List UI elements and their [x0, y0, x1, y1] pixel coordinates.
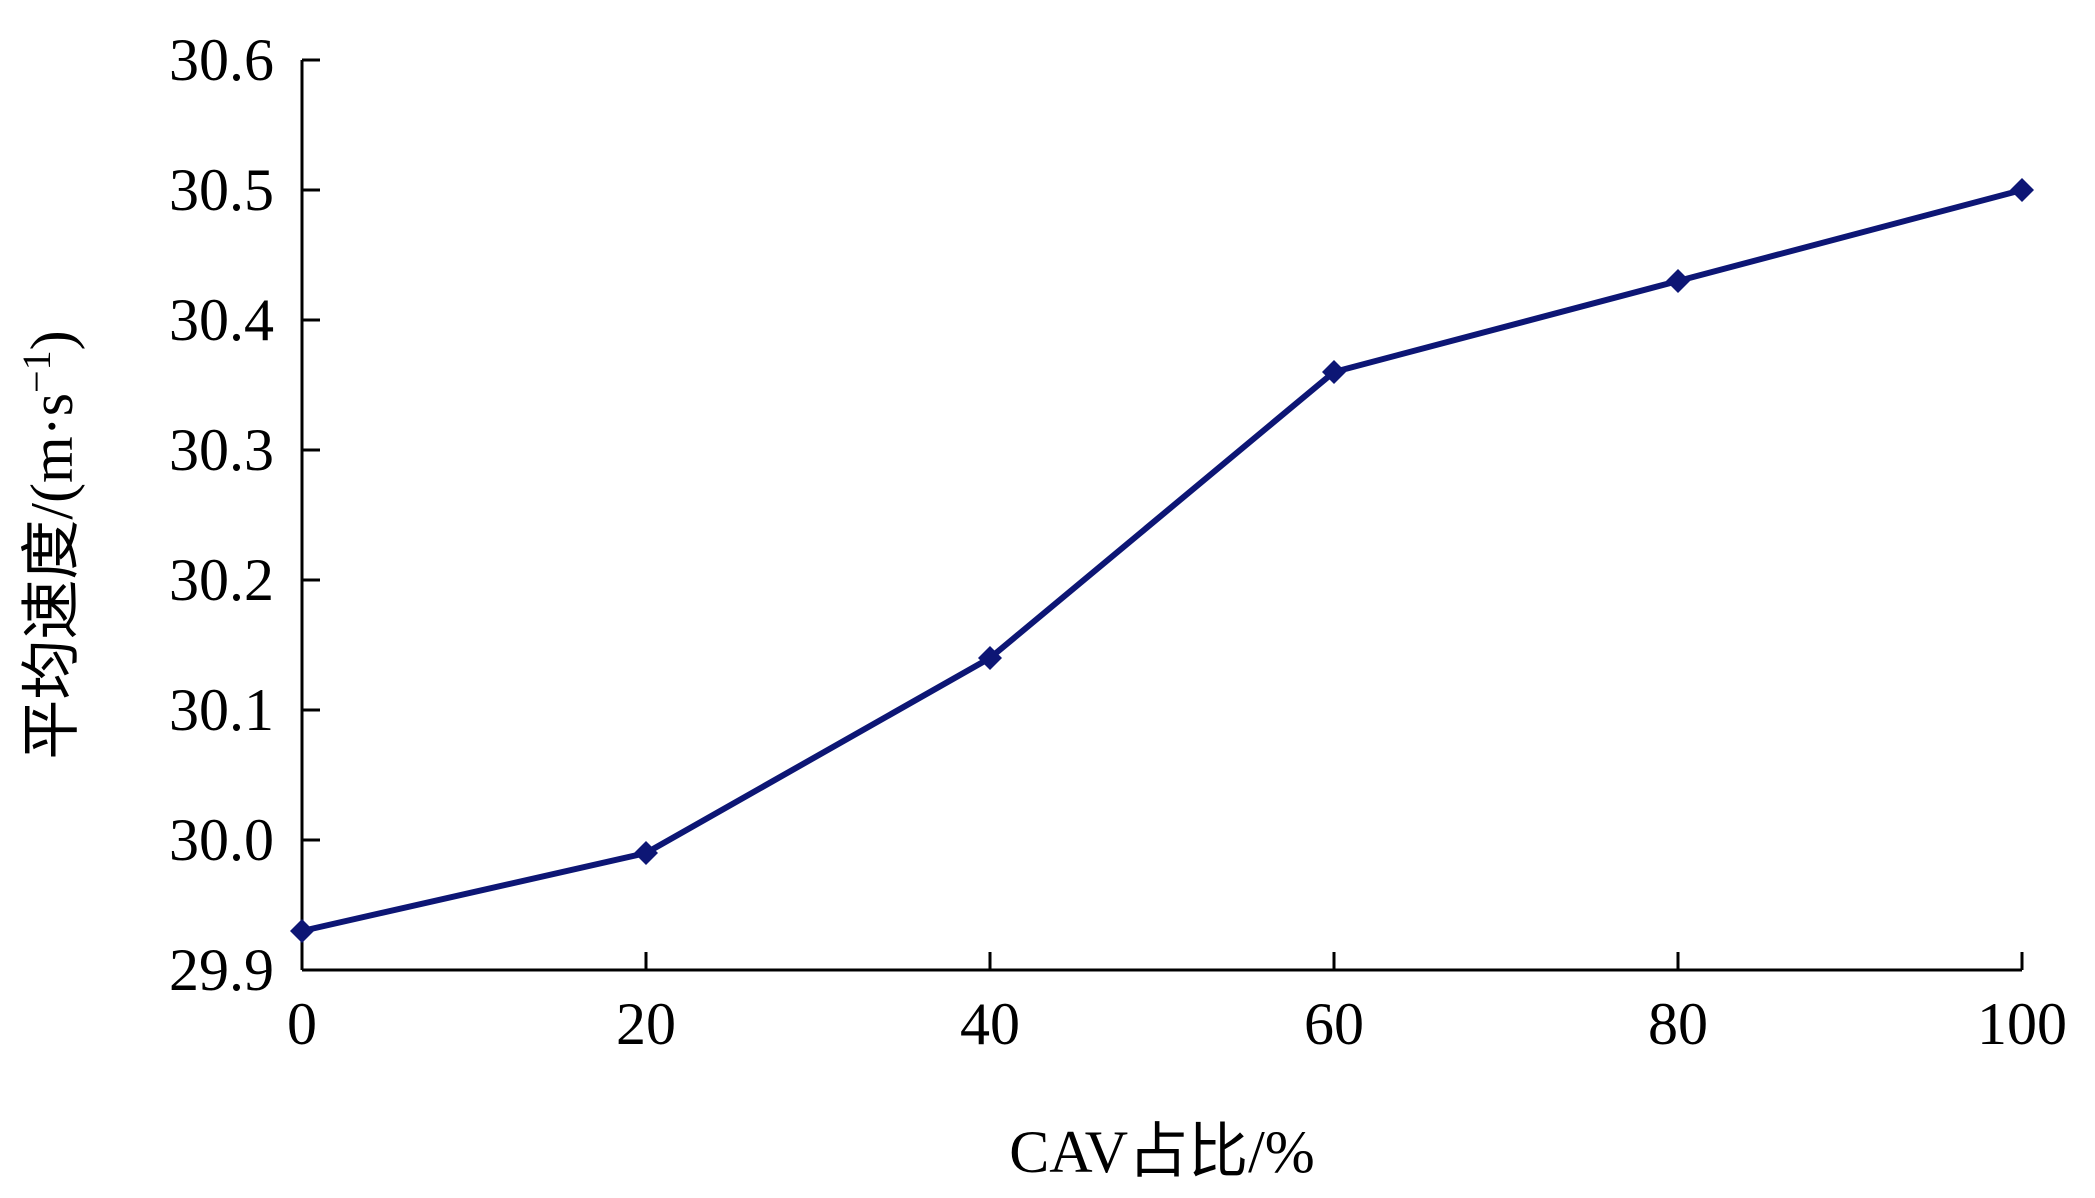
y-tick-label: 30.5: [169, 157, 274, 223]
x-axis-title: CAV占比/%: [1009, 1119, 1315, 1185]
x-tick-label: 0: [287, 991, 317, 1057]
x-tick-label: 20: [616, 991, 676, 1057]
y-tick-label: 30.4: [169, 287, 274, 353]
y-tick-label: 29.9: [169, 937, 274, 1003]
data-point-marker: [634, 841, 658, 865]
data-point-marker: [2010, 178, 2034, 202]
y-axis-title-close: ): [19, 330, 85, 350]
data-point-marker: [978, 646, 1002, 670]
x-tick-label: 100: [1977, 991, 2067, 1057]
data-point-marker: [1322, 360, 1346, 384]
y-tick-label: 30.2: [169, 547, 274, 613]
y-tick-label: 30.1: [169, 677, 274, 743]
x-tick-label: 40: [960, 991, 1020, 1057]
y-axis-title-superscript: −1: [14, 350, 59, 393]
x-tick-label: 80: [1648, 991, 1708, 1057]
y-tick-label: 30.3: [169, 417, 274, 483]
axes: [300, 60, 2022, 972]
y-axis-title: 平均速度/(m·s−1): [14, 330, 86, 759]
y-axis-title-main: 平均速度/(m·s: [19, 393, 85, 760]
data-point-marker: [1666, 269, 1690, 293]
x-axis-ticks: 0 20 40 60 80 100: [287, 952, 2067, 1057]
x-tick-label: 60: [1304, 991, 1364, 1057]
y-tick-label: 30.6: [169, 27, 274, 93]
y-tick-label: 30.0: [169, 807, 274, 873]
series-layer: [290, 178, 2034, 943]
y-axis-ticks: 29.9 30.0 30.1 30.2 30.3 30.4 30.5 30.6: [169, 27, 320, 1003]
series-line: [299, 187, 2025, 934]
data-point-marker: [290, 919, 314, 943]
